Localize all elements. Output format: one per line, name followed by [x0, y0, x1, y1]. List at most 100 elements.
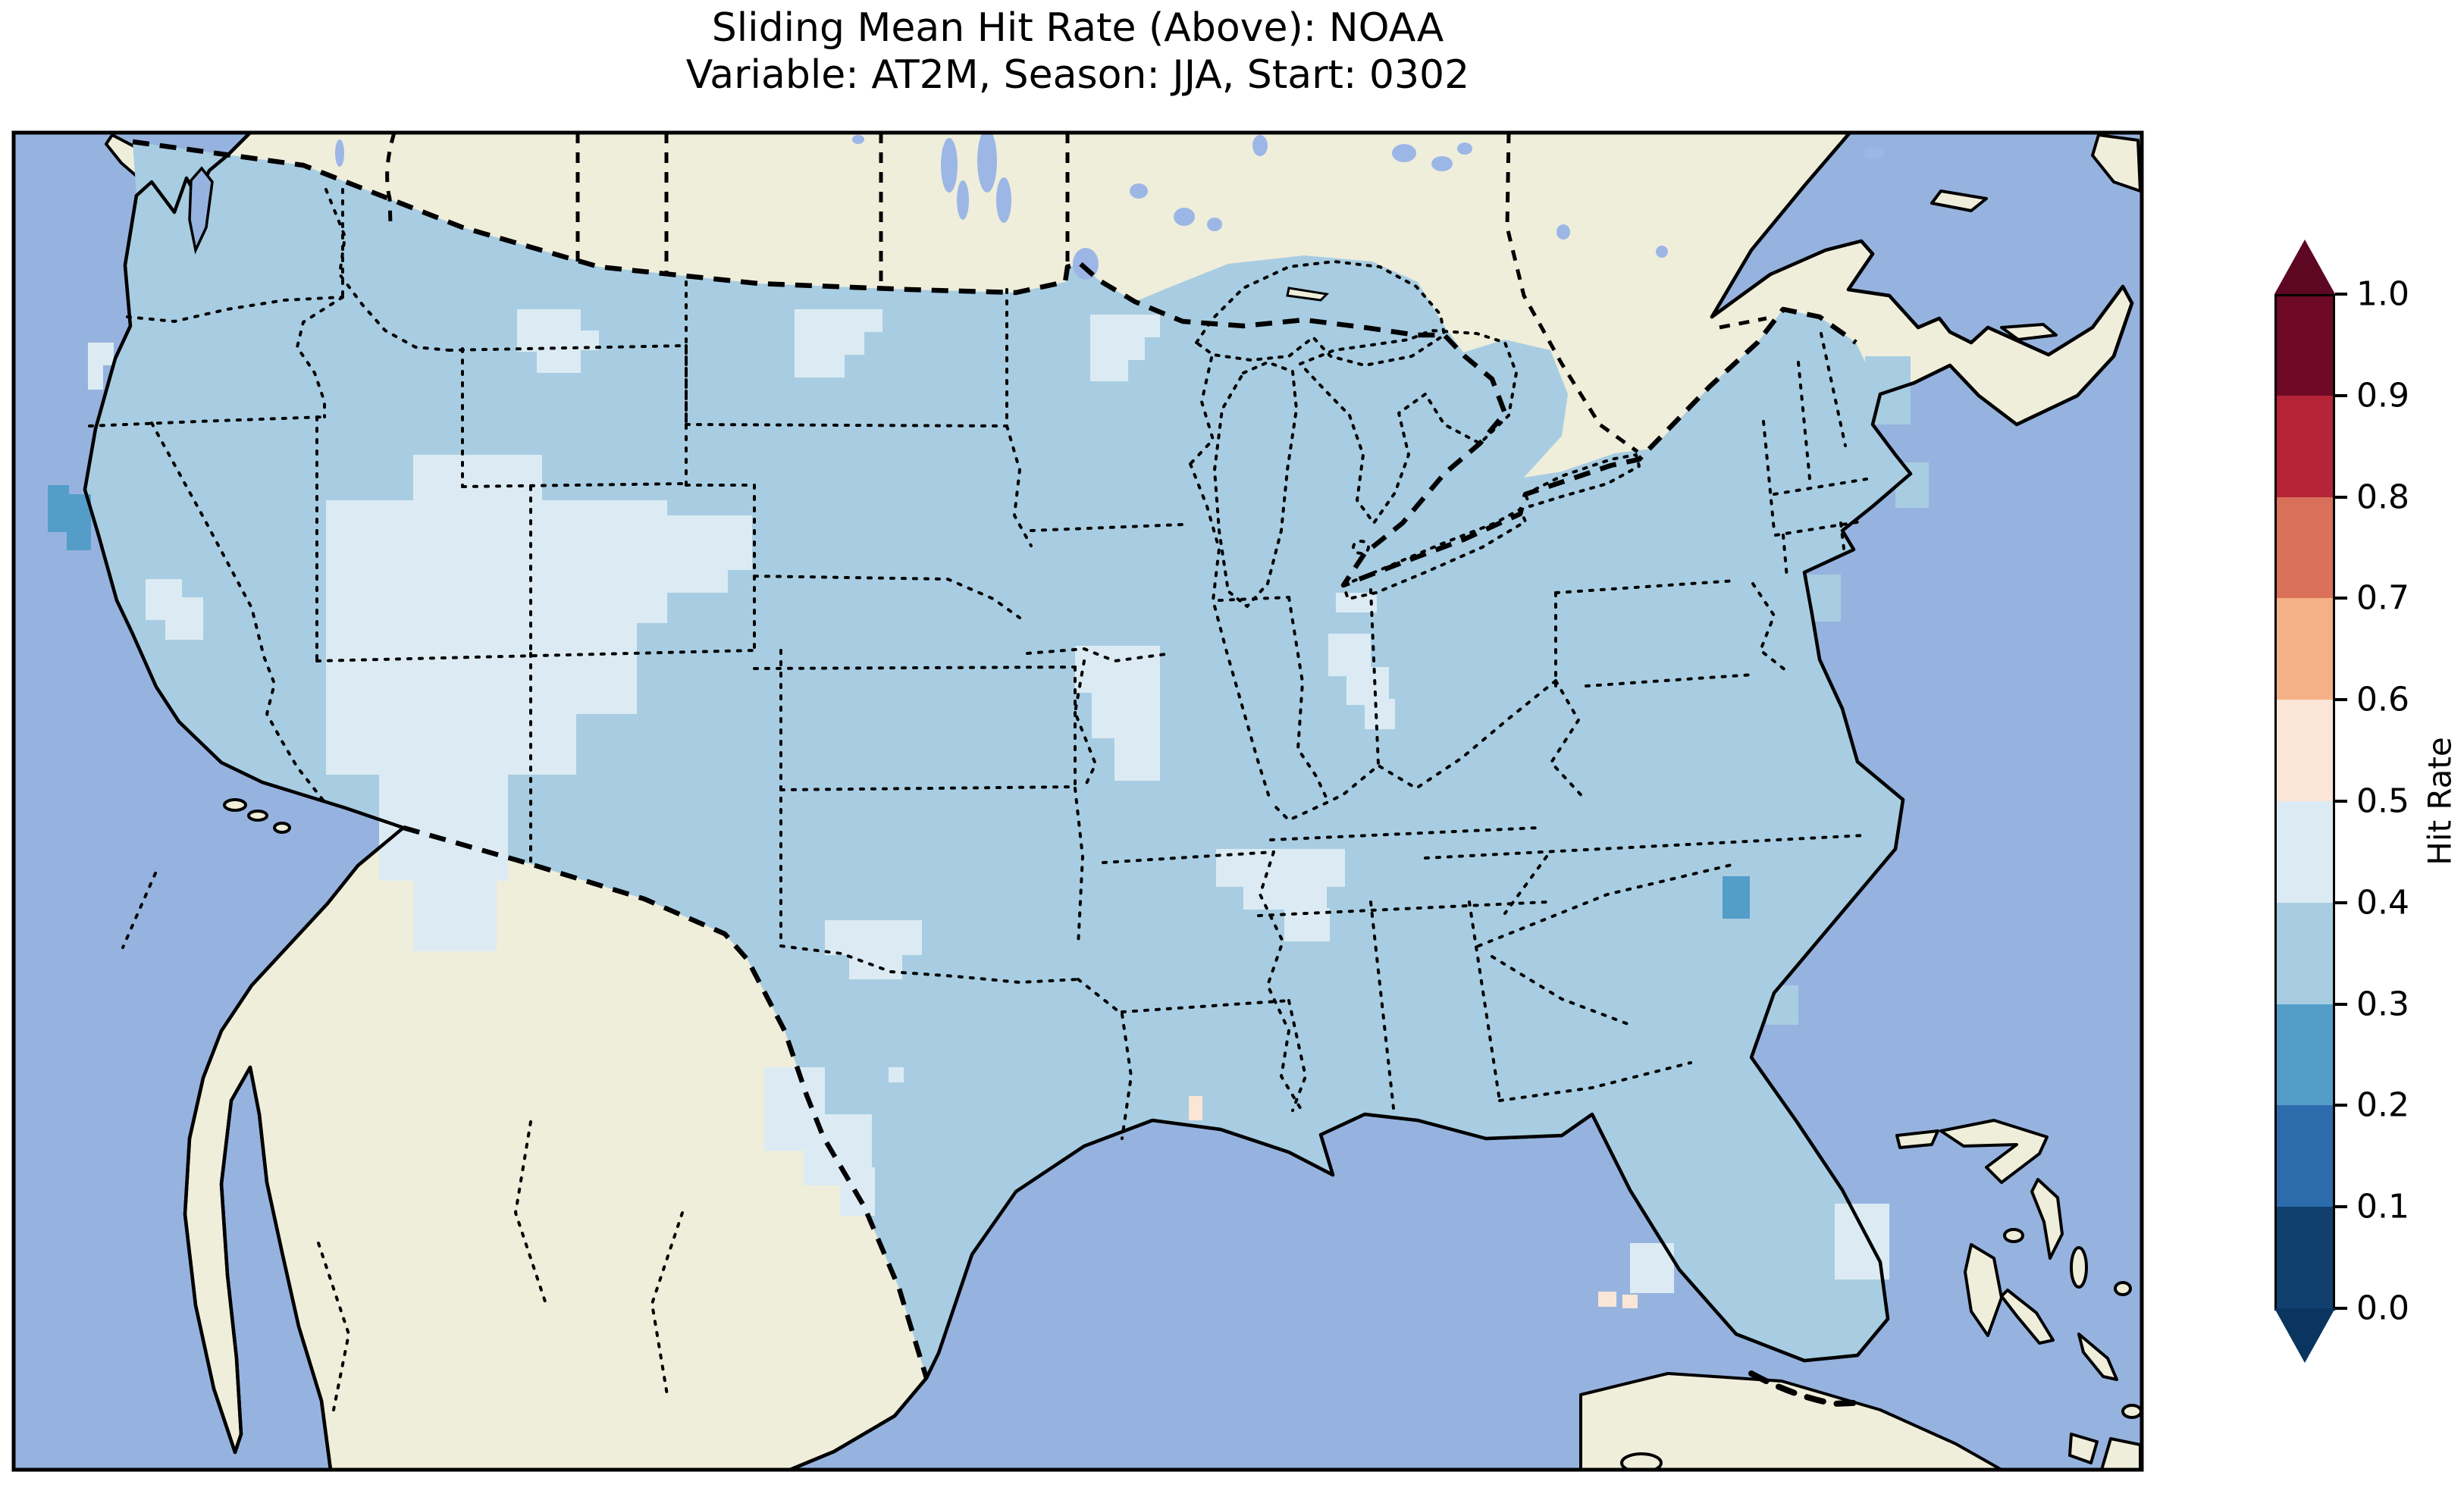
- bahamas-cay-2: [2121, 1404, 2142, 1419]
- colorbar-tick-label: 0.8: [2356, 478, 2409, 517]
- bahamas-grand-bahama: [1895, 1129, 1939, 1149]
- us-data-field: [85, 142, 1911, 1378]
- title-line-2: Variable: AT2M, Season: JJA, Start: 0302: [685, 52, 1470, 98]
- colorbar-tick: [2335, 495, 2347, 499]
- patch-nw-minnesota: [1090, 315, 1160, 381]
- colorbar-tick-label: 0.3: [2356, 985, 2409, 1024]
- patch-ohio: [1328, 593, 1395, 729]
- patch-north-california-coast: [48, 485, 69, 532]
- channel-island-2: [247, 810, 268, 822]
- bahamas-long-island: [2077, 1333, 2118, 1381]
- cuba: [1579, 1372, 2003, 1470]
- coastline: [83, 133, 2134, 1470]
- lake-st-clair: [1352, 540, 1370, 555]
- great-inagua: [2068, 1433, 2099, 1464]
- patch-ne-montana: [517, 309, 599, 373]
- colorbar-tick-label: 0.5: [2356, 781, 2409, 821]
- colorbar-under-arrow: [2274, 1308, 2335, 1363]
- bahamas-cat-island: [2070, 1246, 2088, 1289]
- patch-tennessee: [1216, 849, 1345, 941]
- figure-title: Sliding Mean Hit Rate (Above): NOAA Vari…: [14, 5, 2142, 99]
- isla-juventud: [1620, 1452, 1663, 1470]
- title-line-1: Sliding Mean Hit Rate (Above): NOAA: [711, 5, 1444, 51]
- colorbar: 1.0 0.9 0.8 0.7 0.6 0.5 0.4 0.3 0.2 0.1 0.0: [2274, 236, 2464, 1366]
- patch-east-north-dakota: [795, 309, 882, 377]
- colorbar-tick-label: 0.9: [2356, 376, 2409, 415]
- colorbar-segment: [2274, 395, 2335, 497]
- patch-south-florida: [1630, 1204, 1889, 1293]
- puget-sound: [188, 166, 214, 255]
- bahamas-andros: [1964, 1243, 2003, 1337]
- lake-superior: [1195, 260, 1446, 367]
- colorbar-segment: [2274, 902, 2335, 1004]
- coastal-spill-cells: [1766, 356, 1929, 1025]
- colorbar-segment: [2274, 801, 2335, 903]
- patch-cape-fear-coast: [1723, 876, 1750, 919]
- prince-edward-island: [2000, 323, 2058, 341]
- bahamas-eleuthera: [2030, 1178, 2064, 1260]
- dark-cells-02-03: [48, 485, 1750, 919]
- patch-rockies-blob: [326, 455, 752, 951]
- colorbar-tick: [2335, 1002, 2347, 1006]
- colorbar-segment: [2274, 1004, 2335, 1106]
- colorbar-tick: [2335, 293, 2347, 296]
- cell-louisiana: [1189, 1096, 1202, 1120]
- cell-keys-2: [1622, 1295, 1638, 1308]
- channel-island-1: [223, 798, 247, 812]
- lake-michigan: [1213, 361, 1298, 608]
- lake-huron: [1299, 329, 1518, 525]
- colorbar-tick: [2335, 393, 2347, 397]
- colorbar-tick-label: 0.1: [2356, 1187, 2409, 1226]
- bahamas-new-providence: [2003, 1228, 2024, 1243]
- mexico-state-borders: [121, 872, 684, 1411]
- colorbar-segment: [2274, 294, 2335, 398]
- colorbar-tick: [2335, 1205, 2347, 1209]
- bahamas-abaco: [1939, 1119, 2049, 1184]
- hispaniola-corner: [2100, 1437, 2142, 1470]
- patch-iowa-missouri-illinois: [1075, 646, 1160, 781]
- colorbar-tick: [2335, 1104, 2347, 1107]
- bahamas-cay-1: [2114, 1281, 2132, 1296]
- cell-keys-1: [1598, 1292, 1616, 1307]
- colorbar-tick: [2335, 900, 2347, 904]
- canada-provincial-borders: [385, 133, 1767, 454]
- patch-north-california-coast-2: [67, 494, 91, 550]
- lake-ontario: [1524, 453, 1641, 508]
- colorbar-tick-label: 0.7: [2356, 578, 2409, 618]
- colorbar-segment: [2274, 598, 2335, 700]
- colorbar-segment: [2274, 1105, 2335, 1207]
- newfoundland: [2091, 133, 2142, 193]
- anticosti-island: [1930, 189, 1988, 212]
- us-state-borders: [88, 188, 1868, 1140]
- colorbar-tick: [2335, 800, 2347, 803]
- colorbar-tick: [2335, 698, 2347, 702]
- canada-small-lakes: [335, 133, 1885, 280]
- colorbar-segment: [2274, 1207, 2335, 1311]
- border-us-canada: [132, 139, 1857, 588]
- colorbar-tick-label: 0.4: [2356, 883, 2409, 922]
- map-frame: [11, 130, 2144, 1472]
- lake-erie: [1342, 508, 1527, 600]
- colorbar-tick: [2335, 597, 2347, 600]
- colorbar-tick-label: 0.6: [2356, 680, 2409, 719]
- great-lakes: [1195, 260, 1641, 608]
- patch-oregon-coast: [88, 343, 114, 390]
- patch-red-river-texas: [825, 920, 922, 979]
- florida-keys: [1748, 1370, 1870, 1408]
- colorbar-tick-label: 1.0: [2356, 274, 2409, 314]
- isle-royale: [1286, 287, 1330, 302]
- colorbar-segment: [2274, 700, 2335, 801]
- colorbar-over-arrow: [2274, 240, 2335, 294]
- channel-island-3: [273, 822, 291, 834]
- colorbar-tick-label: 0.2: [2356, 1085, 2409, 1125]
- pale-cells-04-05: [88, 309, 1889, 1293]
- warm-cells-05-06: [1189, 1096, 1638, 1308]
- colorbar-axis-label: Hit Rate: [2421, 737, 2459, 866]
- bahamas-exuma: [2000, 1289, 2055, 1345]
- patch-central-nevada: [146, 579, 203, 640]
- colorbar-tick: [2335, 1307, 2347, 1310]
- colorbar-segment: [2274, 496, 2335, 599]
- colorbar-tick-label: 0.0: [2356, 1289, 2409, 1328]
